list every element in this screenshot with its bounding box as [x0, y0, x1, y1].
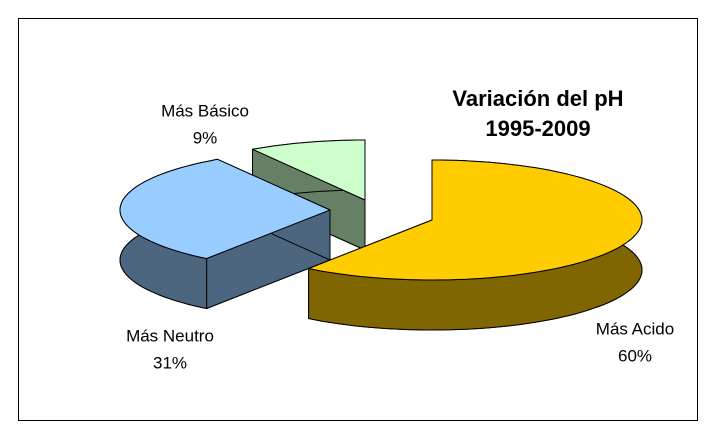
slice-top	[252, 139, 366, 201]
slice-top	[119, 158, 331, 259]
slice-top	[308, 159, 643, 281]
chart-subtitle: 1995-2009	[485, 116, 590, 141]
slice-label: Más Básico	[161, 101, 249, 120]
chart-title: Variación del pH	[452, 86, 623, 111]
slice	[308, 159, 643, 331]
slice-value-label: 60%	[618, 346, 652, 365]
slice-value-label: 31%	[153, 353, 187, 372]
slice-label: Más Acido	[596, 319, 674, 338]
slice-label: Más Neutro	[126, 326, 214, 345]
slice-value-label: 9%	[193, 128, 218, 147]
slice	[119, 158, 331, 309]
